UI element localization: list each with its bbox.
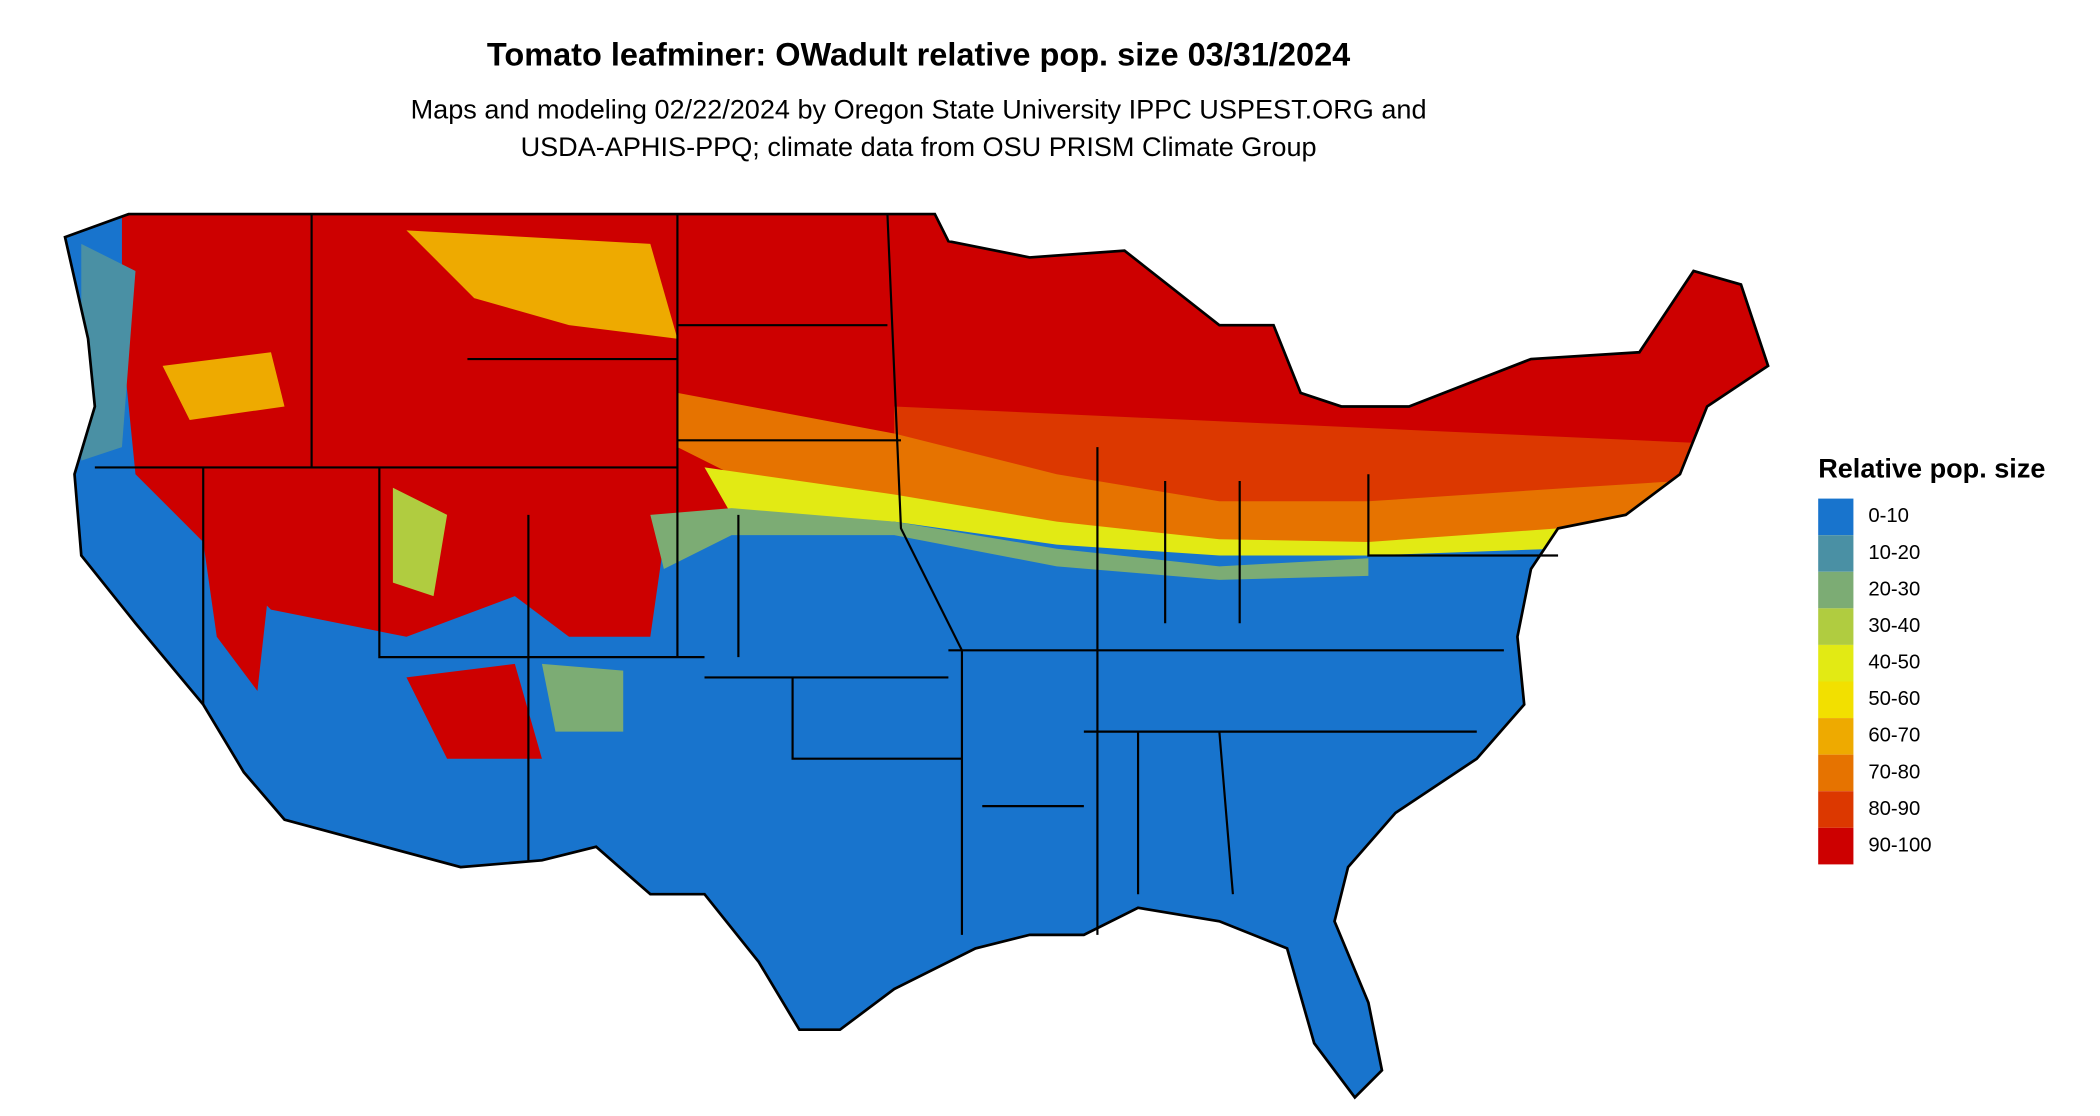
map-title: Tomato leafminer: OWadult relative pop. … (487, 37, 1350, 73)
map-subtitle: Maps and modeling 02/22/2024 by Oregon S… (411, 93, 1427, 124)
map-zone (650, 508, 1369, 580)
legend-label: 20-30 (1868, 578, 1920, 600)
legend-label: 90-100 (1868, 834, 1931, 856)
legend-label: 80-90 (1868, 798, 1920, 820)
map-zone (406, 230, 678, 339)
legend: 0-10 10-20 20-30 30-40 40-50 50-60 60-70 70-80 8… (1818, 498, 1932, 865)
legend-swatch (1818, 498, 1854, 536)
map-zone (392, 487, 448, 597)
state-borders (94, 214, 1559, 935)
legend-label: 50-60 (1868, 688, 1920, 710)
map-zone (406, 663, 542, 759)
legend-swatch (1818, 827, 1854, 865)
legend-label: 0-10 (1868, 505, 1909, 527)
legend-swatch (1818, 535, 1854, 572)
legend-swatch (1818, 644, 1854, 682)
legend-swatch (1818, 608, 1854, 645)
legend-label: 40-50 (1868, 652, 1920, 674)
legend-label: 10-20 (1868, 542, 1920, 564)
legend-label: 70-80 (1868, 761, 1920, 783)
legend-swatch (1818, 681, 1854, 719)
legend-swatch (1818, 791, 1854, 828)
legend-title: Relative pop. size (1818, 452, 2045, 483)
map-zone (704, 467, 1559, 556)
map-zone (541, 663, 624, 732)
map-zone (162, 352, 285, 421)
us-outline (63, 212, 1770, 1100)
map-zone (203, 541, 271, 691)
legend-swatch (1818, 571, 1854, 609)
legend-label: 60-70 (1868, 725, 1920, 747)
legend-swatch (1818, 754, 1854, 792)
map-subtitle: USDA-APHIS-PPQ; climate data from OSU PR… (521, 131, 1317, 162)
legend-swatch (1818, 718, 1854, 755)
legend-label: 30-40 (1868, 615, 1920, 637)
